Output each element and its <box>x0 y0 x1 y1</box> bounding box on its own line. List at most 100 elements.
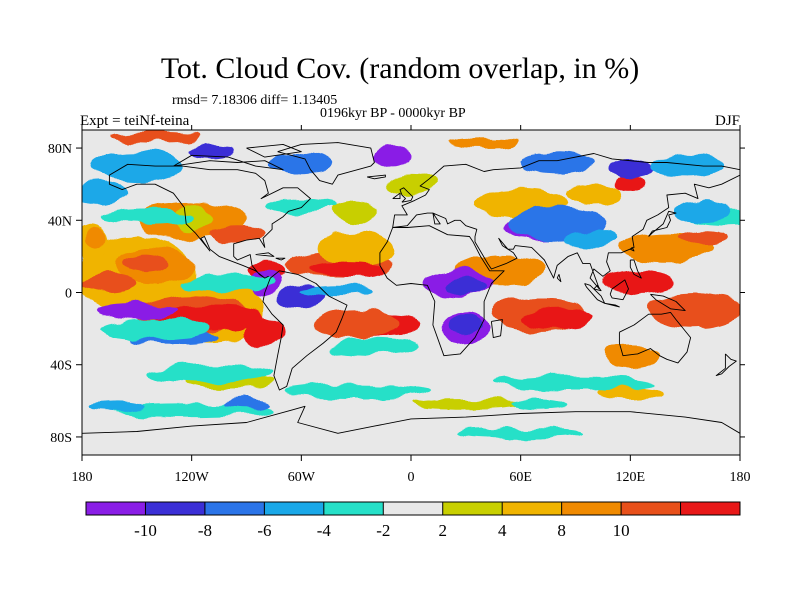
coastline-23 <box>255 252 275 257</box>
colorbar-label-6: 4 <box>498 521 507 540</box>
anomaly-region-21 <box>520 308 594 327</box>
anomaly-region-45 <box>100 317 210 340</box>
colorbar-swatch-2 <box>204 502 265 515</box>
anomaly-region-25 <box>676 231 731 246</box>
coastline-22 <box>629 246 635 252</box>
map-area <box>82 130 740 455</box>
experiment-label: Expt = teiNf-teina <box>80 113 190 129</box>
colorbar: -10 -8 -6 -4 -2 2 4 8 10 <box>85 501 741 540</box>
lat-tick-label-3: 40S <box>50 359 72 374</box>
colorbar-label-5: 2 <box>438 521 447 540</box>
anomaly-region-26 <box>602 344 658 367</box>
anomaly-region-22 <box>648 292 740 329</box>
coastline-21 <box>593 284 602 292</box>
lon-tick-label-6: 180 <box>730 470 751 485</box>
colorbar-swatch-6 <box>442 502 503 515</box>
colorbar-swatch-10 <box>680 502 741 515</box>
colorbar-swatch-1 <box>145 502 206 515</box>
coastline-4 <box>618 311 692 364</box>
colorbar-label-1: -8 <box>198 521 212 540</box>
anomaly-region-54 <box>493 375 658 390</box>
colorbar-swatch-0 <box>86 502 146 515</box>
coastline-20 <box>556 273 562 283</box>
anomaly-region-9 <box>246 315 284 349</box>
colorbar-swatch-4 <box>323 502 384 515</box>
colorbar-label-4: -2 <box>376 521 390 540</box>
anomaly-region-16 <box>310 263 384 278</box>
colorbar-swatch-7 <box>502 502 563 515</box>
anomaly-region-47 <box>182 276 274 291</box>
figure-title: Tot. Cloud Cov. (random overlap, in %) <box>160 52 640 85</box>
colorbar-label-3: -4 <box>317 521 332 540</box>
anomaly-field <box>82 131 740 439</box>
coastline-8 <box>392 192 401 200</box>
anomaly-region-49 <box>100 209 192 224</box>
colorbar-swatch-3 <box>264 502 325 515</box>
anomaly-region-57 <box>91 400 146 412</box>
coastline-7 <box>399 187 414 203</box>
coastline-2 <box>379 225 505 357</box>
coastline-1 <box>262 270 348 391</box>
colorbar-label-0: -10 <box>134 521 157 540</box>
anomaly-region-15 <box>319 231 393 268</box>
lon-tick-label-0: 180 <box>72 470 93 485</box>
anomaly-region-46 <box>328 337 421 356</box>
coastline-3 <box>392 153 740 290</box>
anomaly-region-48 <box>301 285 375 297</box>
anomaly-region-34 <box>443 278 488 297</box>
colorbar-label-8: 10 <box>613 521 630 540</box>
anomaly-region-28 <box>566 182 622 204</box>
anomaly-region-52 <box>145 364 274 383</box>
anomaly-region-12 <box>208 225 267 244</box>
anomaly-region-5 <box>82 274 137 293</box>
anomaly-region-18 <box>316 308 397 338</box>
anomaly-region-31 <box>411 399 521 410</box>
coastline-15 <box>715 353 737 377</box>
coastline-19 <box>246 143 302 158</box>
lat-tick-label-4: 80S <box>50 431 72 446</box>
anomaly-region-66 <box>648 155 722 177</box>
lon-axis: 180 120W 60W 0 60E 120E 180 <box>72 125 751 485</box>
period-label: 0196kyr BP - 0000kyr BP <box>320 106 466 121</box>
coastline-13 <box>604 302 620 308</box>
anomaly-region-59 <box>456 427 585 439</box>
anomaly-region-36 <box>451 314 481 336</box>
anomaly-region-50 <box>264 198 338 213</box>
lon-tick-label-3: 0 <box>408 470 415 485</box>
lon-tick-label-4: 60E <box>509 470 532 485</box>
anomaly-region-43 <box>96 303 177 318</box>
coastline-5 <box>277 142 375 185</box>
anomaly-region-29 <box>334 200 379 223</box>
anomaly-region-53 <box>283 384 430 399</box>
lon-tick-label-1: 120W <box>175 470 210 485</box>
lat-axis: 80N 40N 0 40S 80S <box>48 142 745 446</box>
lon-tick-label-2: 60W <box>288 470 316 485</box>
coastline-12 <box>650 293 686 312</box>
stats-label: rmsd= 7.18306 diff= 1.13405 <box>172 93 338 108</box>
anomaly-region-72 <box>383 173 439 195</box>
colorbar-label-7: 8 <box>557 521 566 540</box>
anomaly-region-61 <box>268 151 335 174</box>
anomaly-region-60 <box>374 146 412 168</box>
coastline-17 <box>82 405 740 434</box>
coastlines <box>82 142 740 434</box>
coastline-18 <box>173 154 284 171</box>
anomaly-region-63 <box>91 151 183 181</box>
anomaly-region-69 <box>109 131 201 143</box>
lat-tick-label-0: 80N <box>48 142 72 157</box>
anomaly-region-23 <box>602 270 677 293</box>
anomaly-region-56 <box>224 399 269 410</box>
coastline-24 <box>275 257 286 261</box>
anomaly-region-64 <box>520 151 594 174</box>
colorbar-swatch-8 <box>561 502 622 515</box>
anomaly-region-67 <box>82 182 128 204</box>
colorbar-swatch-9 <box>621 502 682 515</box>
colorbar-label-2: -6 <box>257 521 271 540</box>
colorbar-frame <box>85 501 741 516</box>
season-label: DJF <box>714 113 740 129</box>
lat-tick-label-1: 40N <box>48 214 72 229</box>
anomaly-region-70 <box>447 137 521 149</box>
anomaly-region-65 <box>608 160 653 179</box>
